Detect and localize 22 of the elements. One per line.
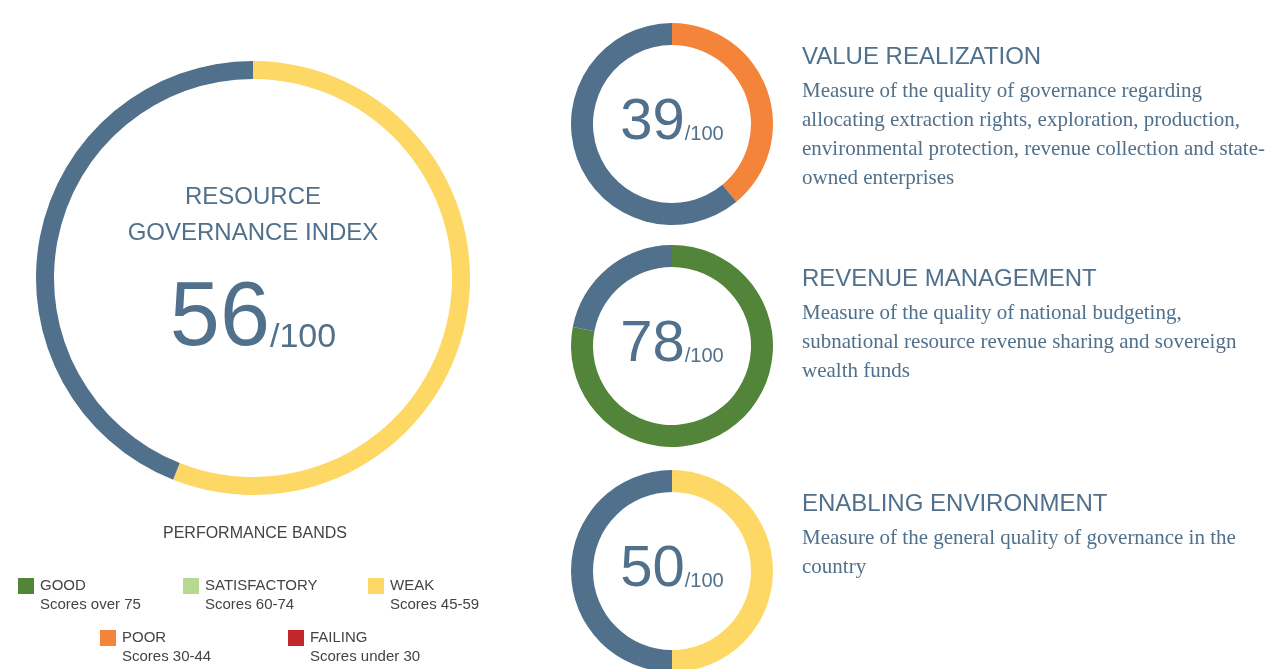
data-label: 50/100	[620, 532, 724, 598]
category-label: WEAK	[390, 576, 435, 593]
text: Measure of the quality of national budgeting, subnational resource revenue sharing and sovereign wealth funds	[802, 299, 1238, 384]
data-label: 78/100	[620, 307, 724, 373]
text: Scores over 75	[40, 595, 141, 612]
category-label: GOOD	[40, 576, 86, 593]
data-label: 39/100	[620, 85, 724, 151]
text: RESOURCE GOVERNANCE INDEX	[126, 181, 380, 247]
text: Scores under 30	[310, 647, 421, 664]
text: REVENUE MANAGEMENT	[802, 264, 1098, 292]
category-label: SATISFACTORY	[205, 576, 318, 593]
text: Scores 45-59	[390, 595, 480, 612]
category-label: FAILING	[310, 628, 368, 645]
text: ENABLING ENVIRONMENT	[802, 489, 1109, 517]
category-label: POOR	[122, 628, 167, 645]
text: Measure of the general quality of governance in the country	[802, 524, 1237, 580]
text: Measure of the quality of governance regarding allocating extraction rights, exploration, production, environmental protection, revenue collection and state-owned enterprises	[802, 77, 1266, 191]
text: PERFORMANCE BANDS	[162, 524, 348, 542]
text: VALUE REALIZATION	[802, 42, 1043, 70]
data-label: 56/100	[169, 264, 337, 364]
text: Scores 60-74	[205, 595, 295, 612]
text: Scores 30-44	[122, 647, 212, 664]
